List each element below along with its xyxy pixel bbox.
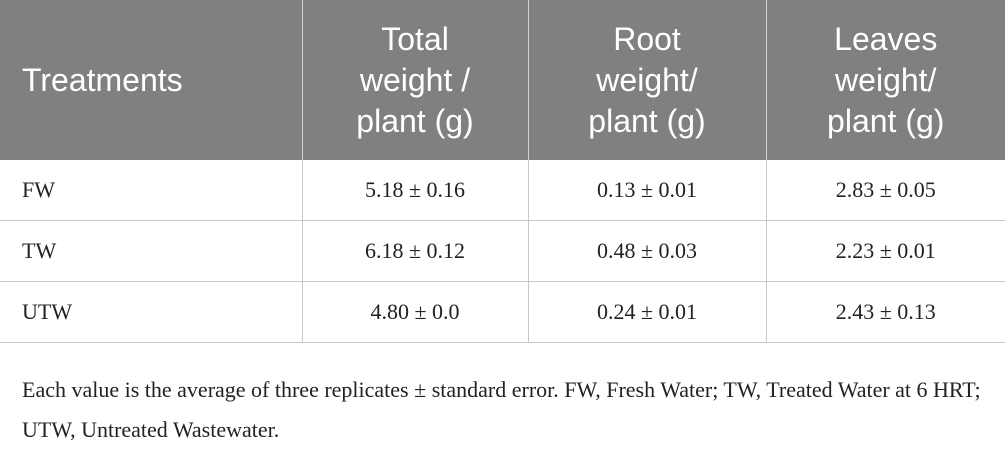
header-cell: Total weight / plant (g) (302, 0, 529, 160)
table-cell: 2.43 ± 0.13 (766, 281, 1005, 343)
header-text: Total (381, 20, 449, 57)
footnote: Each value is the average of three repli… (22, 377, 981, 442)
table-cell: 2.23 ± 0.01 (766, 220, 1005, 282)
header-text: weight/ (596, 61, 698, 98)
header-text: Root (613, 20, 681, 57)
table-cell: 0.13 ± 0.01 (528, 160, 767, 221)
table-row: UTW 4.80 ± 0.0 0.24 ± 0.01 2.43 ± 0.13 (0, 281, 1005, 343)
table-cell: 6.18 ± 0.12 (302, 220, 529, 282)
header-text: Leaves (834, 20, 938, 57)
header-cell: Leaves weight/plant (g) (766, 0, 1005, 160)
table-body: FW 5.18 ± 0.16 0.13 ± 0.01 2.83 ± 0.05 TW 6.1… (0, 160, 1005, 343)
header-text: plant (g) (356, 102, 474, 139)
table-row: FW 5.18 ± 0.16 0.13 ± 0.01 2.83 ± 0.05 (0, 160, 1005, 221)
table-cell: 0.24 ± 0.01 (528, 281, 767, 343)
table-cell: 0.48 ± 0.03 (528, 220, 767, 282)
header-text: weight / (359, 61, 471, 98)
header-text: plant (g) (827, 102, 945, 139)
table-cell: TW (0, 220, 303, 282)
table-cell: 2.83 ± 0.05 (766, 160, 1005, 221)
header-text: plant (g) (588, 102, 706, 139)
data-table: Treatments Total weight / plant (g) Root weig… (0, 0, 1005, 343)
table-cell: UTW (0, 281, 303, 343)
table-row: TW 6.18 ± 0.12 0.48 ± 0.03 2.23 ± 0.01 (0, 220, 1005, 282)
header-cell: Root weight/plant (g) (528, 0, 767, 160)
table-cell: 4.80 ± 0.0 (302, 281, 529, 343)
header-text: Treatments (22, 61, 183, 98)
table-cell: 5.18 ± 0.16 (302, 160, 529, 221)
header-cell: Treatments (0, 0, 303, 160)
header-row: Treatments Total weight / plant (g) Root weig… (0, 0, 1005, 160)
table-cell: FW (0, 160, 303, 221)
header-text: weight/ (835, 61, 937, 98)
